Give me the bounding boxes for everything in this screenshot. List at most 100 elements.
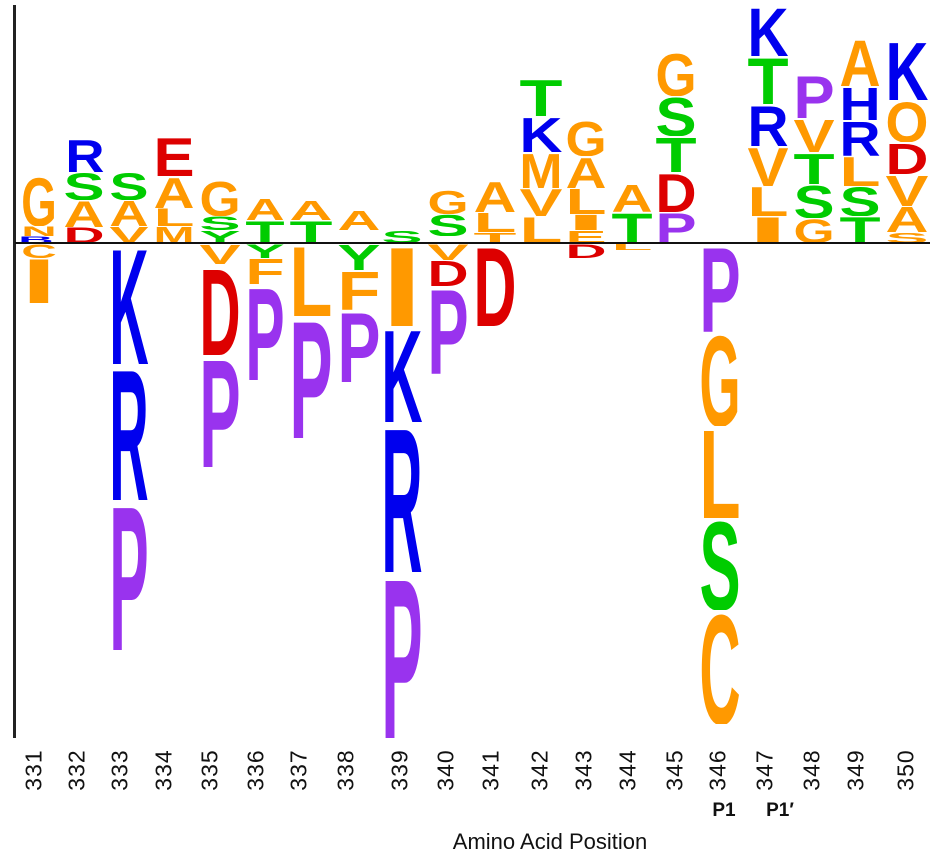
logo-letter-D: D	[62, 227, 106, 243]
svg-text:L: L	[699, 426, 740, 518]
svg-text:T: T	[290, 220, 333, 243]
logo-letter-V: V	[746, 146, 790, 186]
svg-text:A: A	[839, 38, 880, 86]
svg-text:S: S	[381, 230, 422, 243]
svg-text:T: T	[839, 216, 880, 243]
x-tick-label: 340	[432, 749, 459, 791]
logo-letter-L: L	[288, 244, 334, 316]
svg-text:V: V	[886, 174, 929, 206]
svg-text:Y: Y	[338, 244, 381, 270]
logo-letter-E: E	[564, 230, 608, 243]
x-tick-label: 348	[798, 749, 825, 791]
logo-letter-P: P	[654, 212, 698, 243]
svg-text:N: N	[21, 226, 56, 236]
svg-text:P: P	[199, 355, 240, 467]
svg-text:V: V	[199, 244, 240, 264]
svg-text:A: A	[290, 200, 333, 220]
svg-text:V: V	[520, 188, 563, 216]
logo-letter-L: L	[698, 426, 742, 518]
svg-text:P: P	[655, 212, 696, 243]
svg-text:K: K	[381, 326, 422, 422]
svg-text:L: L	[839, 156, 880, 186]
svg-text:D: D	[655, 172, 696, 212]
logo-letter-D: D	[198, 265, 242, 355]
svg-text:R: R	[65, 138, 104, 172]
svg-text:P: P	[793, 74, 834, 118]
logo-letter-T: T	[288, 220, 334, 243]
svg-text:V: V	[427, 244, 468, 260]
logo-letter-T: T	[518, 78, 564, 116]
x-tick-label: 347	[751, 749, 778, 791]
svg-text:P: P	[245, 284, 284, 380]
logo-letter-L: L	[472, 212, 518, 232]
x-tick-label: 344	[614, 749, 641, 791]
logo-letter-K: K	[746, 6, 790, 56]
logo-letter-T: T	[654, 136, 698, 172]
logo-letter-S: S	[698, 518, 742, 610]
site-label: P1	[712, 800, 736, 821]
svg-text:G: G	[199, 180, 240, 216]
svg-text:K: K	[520, 116, 563, 152]
svg-text:Y: Y	[245, 244, 284, 258]
svg-text:D: D	[199, 265, 240, 355]
zero-baseline	[15, 242, 930, 244]
logo-letter-D: D	[654, 172, 698, 212]
x-tick-label: 334	[150, 749, 177, 791]
logo-letter-P: P	[288, 316, 334, 438]
svg-text:A: A	[474, 180, 517, 212]
svg-text:S: S	[793, 184, 834, 218]
svg-text:I: I	[565, 214, 606, 230]
svg-text:S: S	[109, 172, 148, 200]
logo-letter-K: K	[380, 326, 424, 422]
svg-text:L: L	[153, 208, 194, 226]
logo-letter-S: S	[380, 230, 424, 243]
svg-text:L: L	[520, 216, 563, 243]
logo-letter-B: B	[17, 236, 55, 243]
x-tick-label: 335	[196, 749, 223, 791]
logo-letter-L: L	[564, 188, 608, 214]
x-tick-label: 331	[20, 749, 47, 791]
logo-letter-P: P	[426, 286, 470, 374]
x-tick-label: 346	[704, 749, 731, 791]
logo-letter-Y: Y	[336, 244, 382, 270]
logo-letter-A: A	[610, 184, 654, 212]
svg-text:B: B	[18, 236, 53, 243]
svg-text:D: D	[63, 227, 104, 243]
logo-letter-P: P	[108, 500, 150, 650]
logo-letter-Y: Y	[198, 230, 242, 243]
svg-text:T: T	[747, 56, 788, 104]
x-axis-title: Amino Acid Position	[452, 829, 648, 854]
svg-text:A: A	[245, 198, 284, 220]
svg-text:T: T	[793, 152, 834, 184]
x-tick-label: 336	[242, 749, 269, 791]
logo-letter-C: C	[698, 610, 742, 724]
logo-letter-F: F	[244, 258, 286, 284]
x-tick-label: 343	[570, 749, 597, 791]
svg-text:P: P	[699, 244, 740, 332]
svg-text:S: S	[427, 214, 468, 236]
logo-letter-A: A	[838, 38, 882, 86]
svg-text:K: K	[886, 40, 929, 100]
logo-letter-E: E	[152, 136, 196, 176]
svg-text:S: S	[886, 232, 929, 243]
logo-letter-R: R	[746, 104, 790, 146]
logo-letter-T: T	[244, 220, 286, 243]
logo-letter-A: A	[152, 176, 196, 208]
svg-text:R: R	[839, 120, 880, 156]
svg-text:I: I	[747, 216, 788, 243]
site-label: P1′	[766, 800, 794, 821]
logo-letter-S: S	[838, 186, 882, 216]
svg-text:G: G	[565, 120, 606, 156]
logo-letter-Q: Q	[884, 100, 930, 142]
logo-letter-Y: Y	[244, 244, 286, 258]
logo-letter-M: M	[152, 226, 196, 243]
logo-letter-V: V	[198, 244, 242, 264]
svg-text:S: S	[63, 172, 104, 200]
logo-letter-S: S	[792, 184, 836, 218]
logo-letter-H: H	[838, 86, 882, 120]
svg-text:T: T	[245, 220, 284, 243]
svg-text:R: R	[747, 104, 788, 146]
logo-letter-S: S	[654, 96, 698, 136]
svg-text:L: L	[611, 244, 652, 250]
svg-text:I: I	[21, 257, 56, 303]
